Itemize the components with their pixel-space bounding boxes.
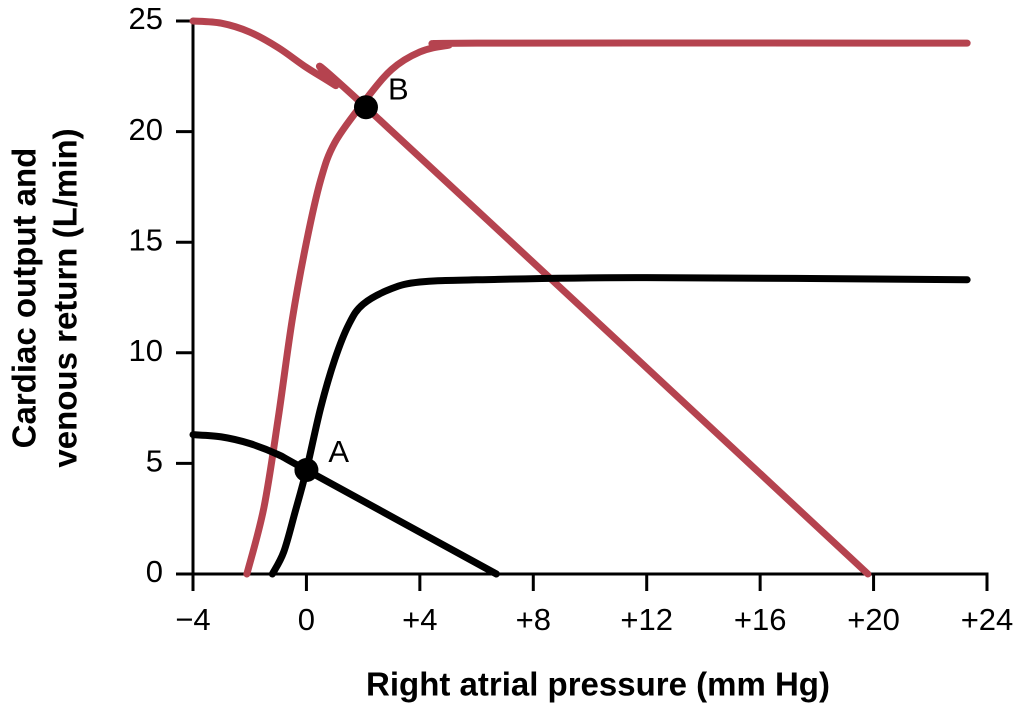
x-tick-label: +4 <box>402 602 437 637</box>
x-tick-label: +8 <box>516 602 551 637</box>
y-tick-label: 25 <box>129 1 163 36</box>
x-tick-label: +20 <box>847 602 900 637</box>
y-tick-label: 20 <box>129 112 163 147</box>
x-tick-label: −4 <box>175 602 210 637</box>
x-tick-label: +16 <box>734 602 787 637</box>
y-axis-title: Cardiac output and venous return (L/min) <box>6 128 84 467</box>
point <box>353 95 378 120</box>
point-label: A <box>328 434 349 469</box>
y-axis-title-line: venous return (L/min) <box>47 128 84 467</box>
x-tick-label: +24 <box>961 602 1014 637</box>
x-tick-label: +12 <box>620 602 673 637</box>
y-tick-label: 0 <box>146 554 163 589</box>
line <box>189 431 500 578</box>
line <box>268 274 971 578</box>
y-tick-label: 10 <box>129 333 163 368</box>
line <box>243 39 971 578</box>
y-tick-label: 5 <box>146 444 163 479</box>
line <box>189 17 872 578</box>
point-label: B <box>388 71 409 106</box>
y-tick-label: 15 <box>129 222 163 257</box>
point <box>294 458 319 483</box>
y-axis-title-line: Cardiac output and <box>6 148 43 449</box>
x-tick-label: 0 <box>298 602 315 637</box>
x-axis-title: Right atrial pressure (mm Hg) <box>366 666 830 703</box>
